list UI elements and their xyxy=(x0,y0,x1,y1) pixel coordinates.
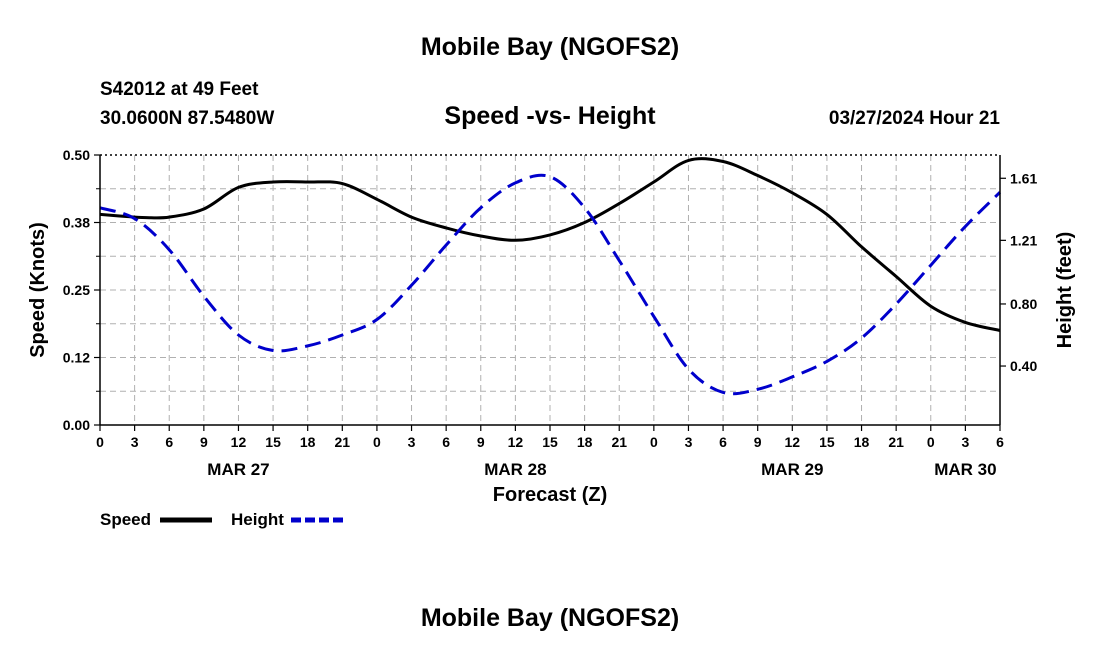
right-tick-label: 0.80 xyxy=(1010,296,1037,312)
left-tick-label: 0.38 xyxy=(63,215,90,231)
x-tick-label: 9 xyxy=(754,434,762,450)
day-label: MAR 27 xyxy=(207,460,269,479)
station-coordinates: 30.0600N 87.5480W xyxy=(100,108,274,129)
x-tick-label: 3 xyxy=(961,434,969,450)
x-tick-label: 15 xyxy=(265,434,281,450)
x-tick-label: 9 xyxy=(200,434,208,450)
x-tick-label: 3 xyxy=(131,434,139,450)
x-tick-label: 12 xyxy=(785,434,801,450)
right-tick-label: 1.61 xyxy=(1010,170,1037,186)
x-tick-label: 3 xyxy=(685,434,693,450)
x-tick-label: 0 xyxy=(373,434,381,450)
left-tick-label: 0.12 xyxy=(63,350,90,366)
x-tick-label: 3 xyxy=(408,434,416,450)
legend-height-label: Height xyxy=(231,510,284,529)
x-tick-label: 6 xyxy=(165,434,173,450)
x-tick-label: 6 xyxy=(719,434,727,450)
chart-title: Speed -vs- Height xyxy=(444,102,656,130)
x-tick-label: 12 xyxy=(231,434,247,450)
x-tick-label: 18 xyxy=(577,434,593,450)
x-tick-label: 15 xyxy=(819,434,835,450)
left-tick-label: 0.50 xyxy=(63,147,90,163)
x-tick-label: 18 xyxy=(300,434,316,450)
bottom-title: Mobile Bay (NGOFS2) xyxy=(421,604,679,632)
day-label: MAR 28 xyxy=(484,460,546,479)
x-tick-label: 21 xyxy=(335,434,351,450)
left-tick-label: 0.25 xyxy=(63,282,90,298)
right-tick-label: 0.40 xyxy=(1010,358,1037,374)
x-tick-label: 21 xyxy=(888,434,904,450)
x-tick-label: 0 xyxy=(927,434,935,450)
x-tick-label: 21 xyxy=(611,434,627,450)
forecast-datetime: 03/27/2024 Hour 21 xyxy=(829,108,1001,129)
grid-lines xyxy=(100,155,1000,425)
series-line-height xyxy=(99,173,1002,396)
day-label: MAR 30 xyxy=(934,460,996,479)
right-axis-label: Height (feet) xyxy=(1054,232,1076,349)
x-tick-label: 12 xyxy=(508,434,524,450)
legend-speed-label: Speed xyxy=(100,510,151,529)
left-axis-label: Speed (Knots) xyxy=(27,222,49,358)
day-label: MAR 29 xyxy=(761,460,823,479)
series-lines xyxy=(99,157,1002,396)
axes: 0 3 6 9 12 15 18 21 0 3 6 9 12 15 18 21 0 3 6 9 12 15 18 21 0 3 6 0… xyxy=(63,147,1038,479)
x-tick-label: 6 xyxy=(442,434,450,450)
legend: Speed Height xyxy=(100,510,343,529)
x-tick-label: 0 xyxy=(96,434,104,450)
x-tick-label: 9 xyxy=(477,434,485,450)
station-name: S42012 at 49 Feet xyxy=(100,79,259,100)
x-tick-label: 6 xyxy=(996,434,1004,450)
x-tick-label: 18 xyxy=(854,434,870,450)
series-line-speed xyxy=(99,157,1001,332)
top-title: Mobile Bay (NGOFS2) xyxy=(421,33,679,61)
x-tick-label: 15 xyxy=(542,434,558,450)
x-tick-label: 0 xyxy=(650,434,658,450)
right-tick-label: 1.21 xyxy=(1010,232,1037,248)
x-axis-label: Forecast (Z) xyxy=(493,484,607,506)
left-tick-label: 0.00 xyxy=(63,417,90,433)
